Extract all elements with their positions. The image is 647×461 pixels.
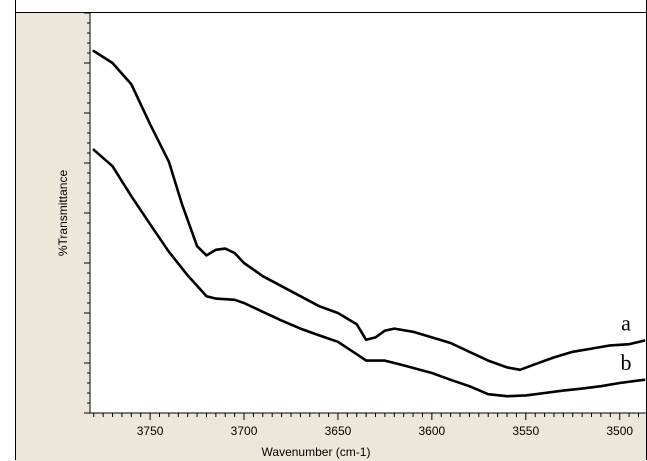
- left-border-strip: [0, 0, 16, 460]
- series-layer: ab: [92, 49, 646, 398]
- x-axis-title: Wavenumber (cm-1): [262, 445, 371, 459]
- series-line-a: [92, 49, 646, 372]
- x-tick-label: 3750: [137, 424, 164, 438]
- x-tick-label: 3500: [606, 424, 633, 438]
- y-axis-title: %Transmittance: [56, 170, 70, 257]
- x-tick-label: 3600: [419, 424, 446, 438]
- series-label-b: b: [621, 350, 632, 375]
- x-tick-label: 3650: [325, 424, 352, 438]
- series-label-a: a: [621, 311, 631, 336]
- x-tick-label: 3700: [231, 424, 258, 438]
- plot-area: [90, 13, 646, 413]
- series-line-b: [92, 148, 646, 398]
- x-tick-label: 3550: [512, 424, 539, 438]
- ir-spectrum-chart: 3750 3700 3650 3600 3550 3500 ab %Transmittan…: [56, 13, 646, 459]
- y-axis-ticks: [84, 13, 90, 414]
- x-axis-ticks: 3750 3700 3650 3600 3550 3500: [93, 413, 639, 438]
